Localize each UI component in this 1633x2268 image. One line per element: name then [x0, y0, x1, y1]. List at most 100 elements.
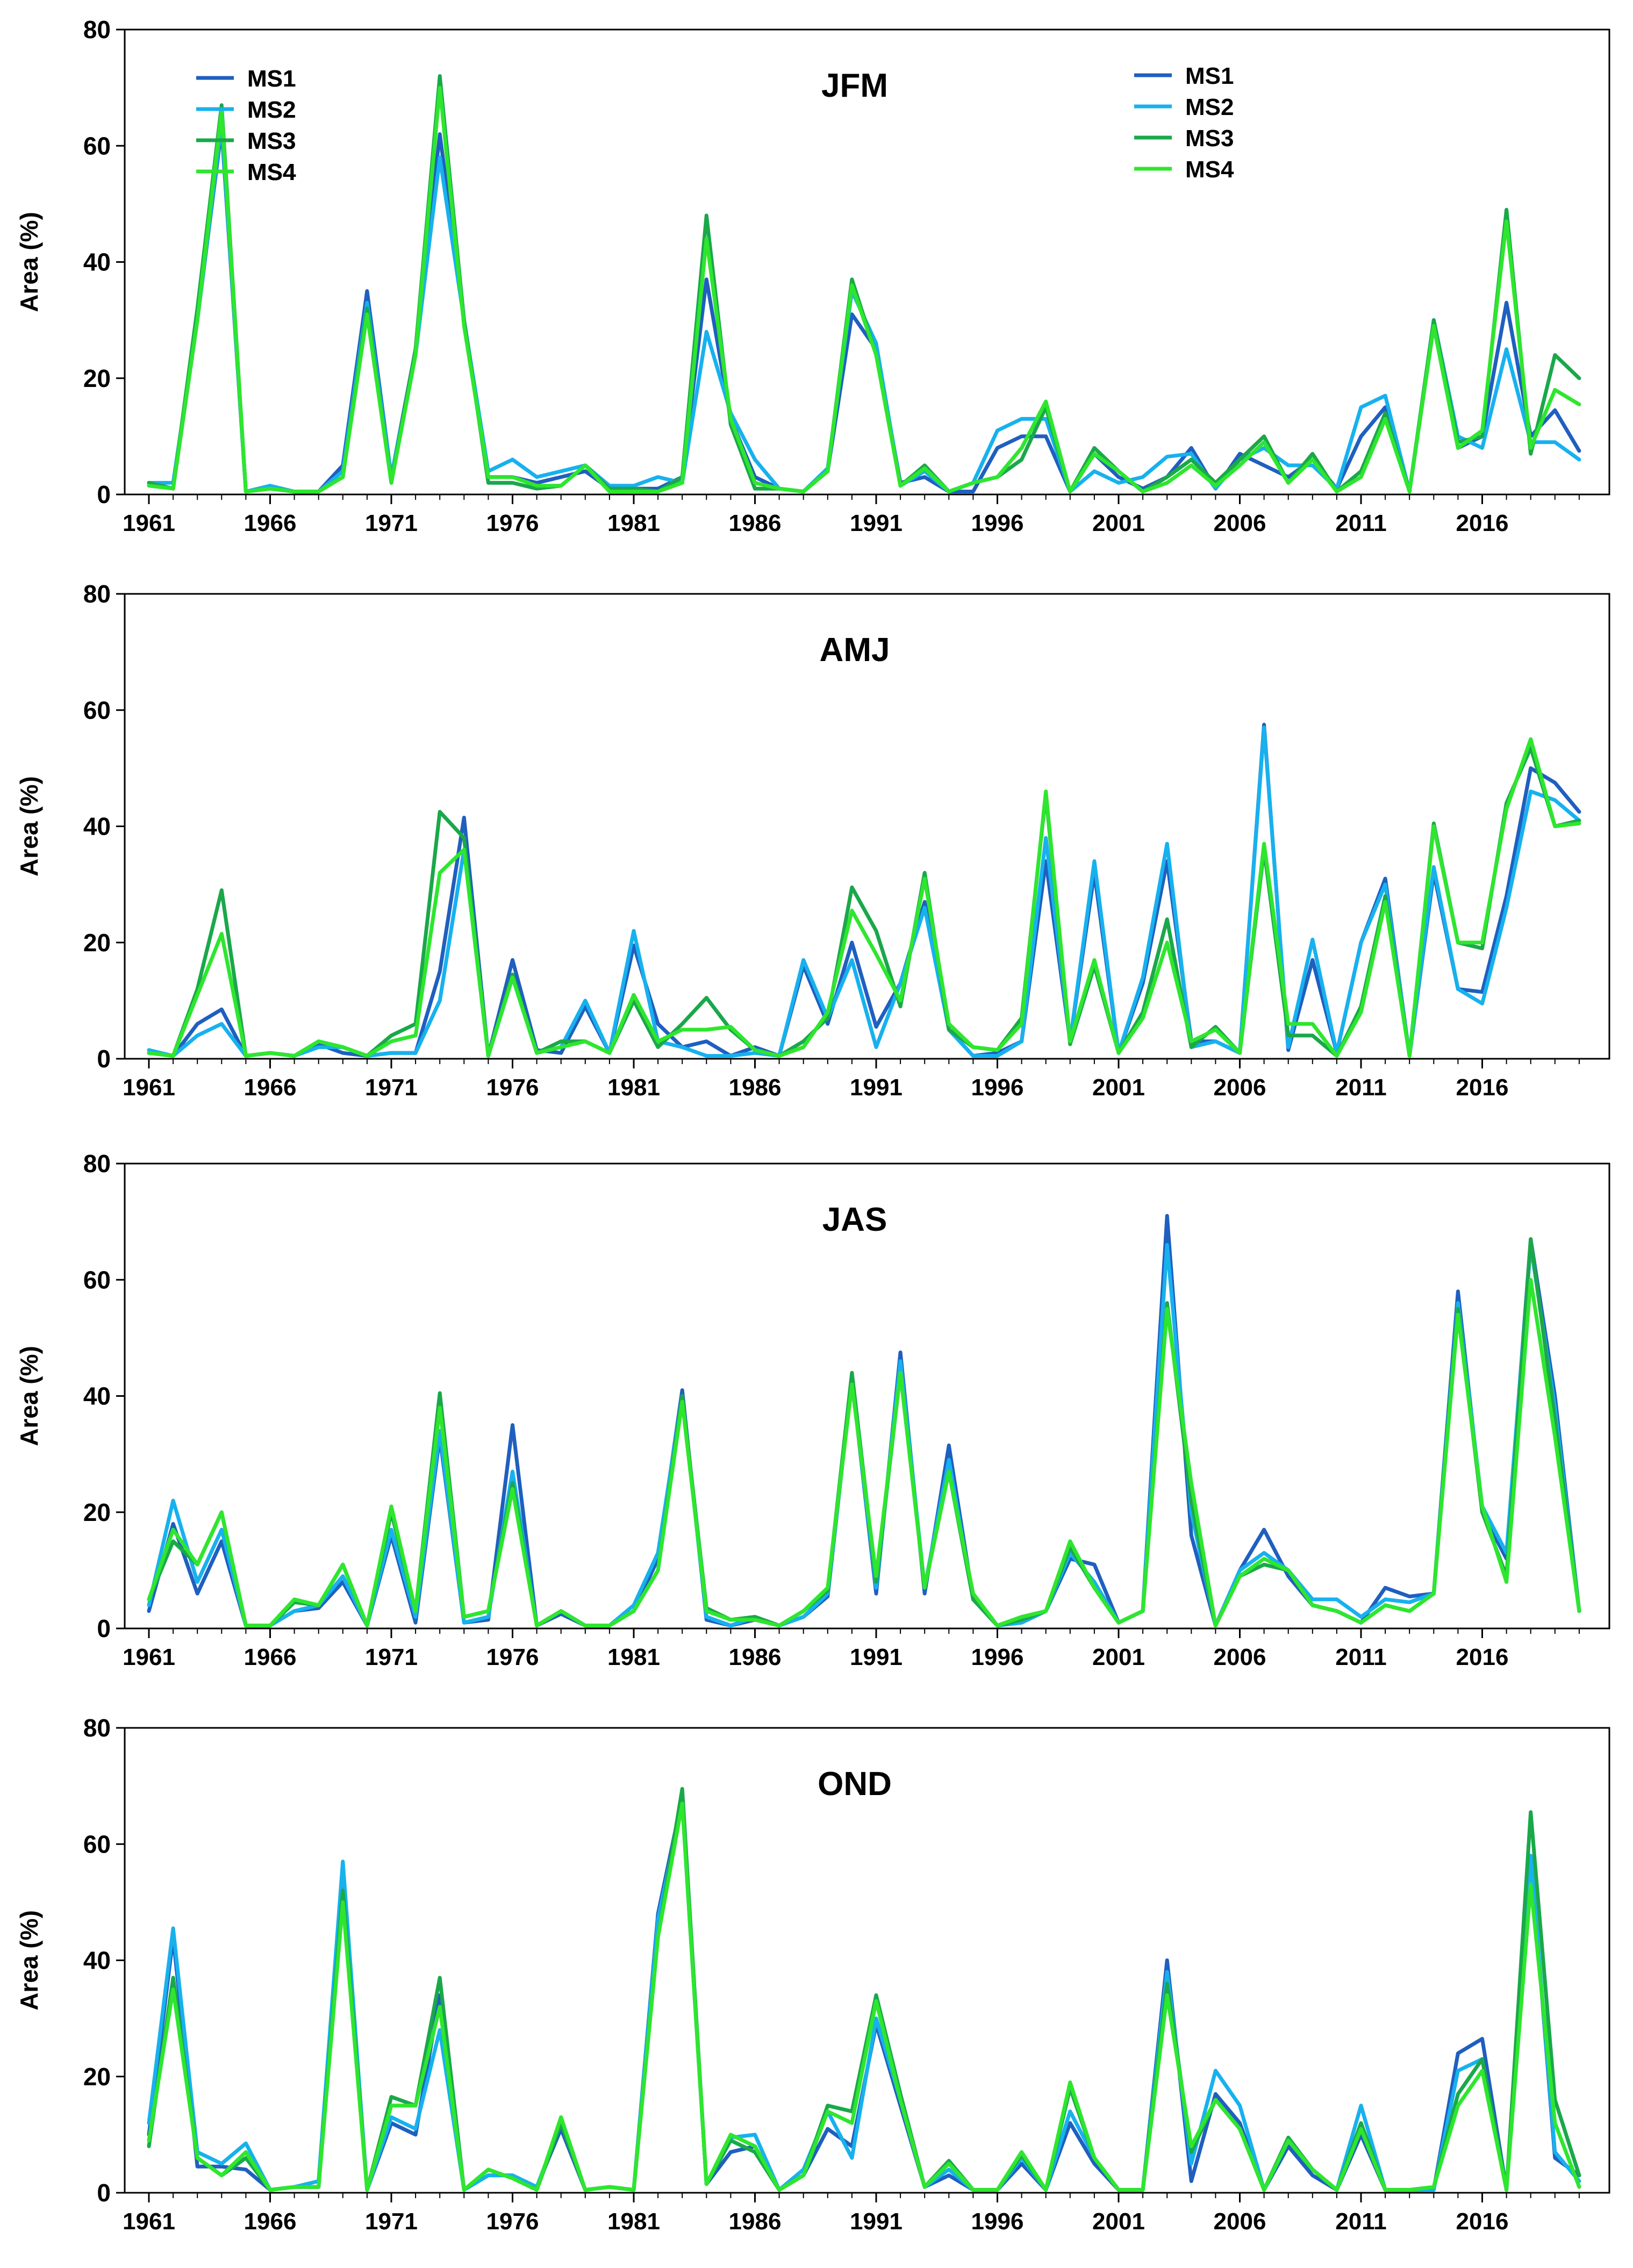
y-tick-label: 40 [83, 1382, 111, 1410]
x-tick-label: 1971 [365, 510, 418, 536]
x-tick-label: 2001 [1092, 1644, 1145, 1670]
chart-title: JAS [822, 1201, 887, 1238]
legend-label-ms3: MS3 [247, 128, 296, 154]
y-tick-label: 60 [83, 1266, 111, 1294]
x-tick-label: 1991 [850, 1644, 903, 1670]
chart-title: JFM [821, 67, 888, 104]
y-tick-label: 80 [83, 580, 111, 608]
series-line-ms2 [147, 726, 1581, 1058]
legend: MS1 MS2 MS3 MS4 [1134, 63, 1234, 183]
x-tick-label: 1971 [365, 1074, 418, 1101]
y-tick-label: 80 [83, 1714, 111, 1742]
series-line-ms4 [147, 1802, 1581, 2192]
legend-label-ms2: MS2 [247, 97, 296, 123]
chart-panel-jfm: 0 20 40 60 80 Area (%) 1961 1966 1971 1976 1981 198… [15, 16, 1610, 536]
y-axis-label: Area (%) [15, 212, 43, 312]
x-tick-label: 2016 [1456, 1644, 1509, 1670]
y-tick-label: 0 [97, 1614, 111, 1642]
y-tick-label: 80 [83, 1150, 111, 1178]
x-tick-label: 1966 [244, 1074, 297, 1101]
series-line-ms4 [147, 1277, 1581, 1628]
x-tick-label: 1986 [729, 510, 782, 536]
x-tick-label: 1981 [607, 2208, 660, 2235]
x-tick-label: 2001 [1092, 510, 1145, 536]
x-tick-label: 1966 [244, 510, 297, 536]
x-tick-label: 1966 [244, 1644, 297, 1670]
x-tick-label: 2006 [1214, 1644, 1266, 1670]
y-axis-label: Area (%) [15, 776, 43, 877]
x-tick-label: 1991 [850, 2208, 903, 2235]
x-tick-label: 2006 [1214, 1074, 1266, 1101]
y-tick-label: 40 [83, 813, 111, 841]
series-line-ms4 [147, 737, 1581, 1058]
legend-label-ms1: MS1 [247, 66, 296, 92]
x-tick-label: 1981 [607, 1644, 660, 1670]
x-tick-label: 2006 [1214, 510, 1266, 536]
y-tick-label: 40 [83, 1947, 111, 1975]
x-tick-label: 1996 [971, 510, 1024, 536]
legend-label-ms2: MS2 [247, 97, 296, 123]
legend-label-ms4: MS4 [247, 159, 296, 185]
x-tick-label: 1991 [850, 510, 903, 536]
y-tick-label: 20 [83, 1498, 111, 1526]
legend-label-ms2: MS2 [1185, 94, 1234, 120]
chart-panel-ond: 0 20 40 60 80 Area (%) 1961 1966 1971 1976 1981 198… [15, 66, 1610, 2235]
series-line-ms1 [147, 1214, 1581, 1628]
legend-label-ms1: MS1 [247, 66, 296, 92]
x-tick-label: 1996 [971, 2208, 1024, 2235]
series-line-ms1 [147, 126, 1581, 494]
x-tick-label: 1961 [123, 1644, 175, 1670]
y-tick-label: 0 [97, 480, 111, 508]
y-tick-label: 80 [83, 16, 111, 44]
y-tick-label: 40 [83, 248, 111, 276]
x-tick-label: 1986 [729, 1074, 782, 1101]
legend-label-ms3: MS3 [247, 128, 296, 154]
x-tick-label: 1976 [486, 2208, 539, 2235]
chart-panel-amj: 0 20 40 60 80 Area (%) 1961 1966 1971 1976 1981 198… [15, 66, 1610, 1101]
y-tick-label: 0 [97, 1045, 111, 1073]
x-tick-label: 1976 [486, 1074, 539, 1101]
x-tick-label: 2016 [1456, 510, 1509, 536]
x-tick-label: 1986 [729, 1644, 782, 1670]
legend-label-ms1: MS1 [247, 66, 296, 92]
y-tick-label: 0 [97, 2179, 111, 2207]
legend: MS1 MS2 MS3 MS4 [196, 66, 296, 185]
y-tick-label: 60 [83, 696, 111, 724]
x-tick-label: 1971 [365, 2208, 418, 2235]
y-tick-label: 20 [83, 364, 111, 392]
y-tick-label: 20 [83, 929, 111, 957]
legend-label-ms2: MS2 [247, 97, 296, 123]
x-tick-label: 2006 [1214, 2208, 1266, 2235]
x-tick-label: 1986 [729, 2208, 782, 2235]
x-tick-label: 1981 [607, 510, 660, 536]
x-tick-label: 2011 [1335, 2208, 1386, 2235]
chart-panel-jas: 0 20 40 60 80 Area (%) 1961 1966 1971 1976 1981 198… [15, 66, 1610, 1670]
x-tick-label: 2016 [1456, 2208, 1509, 2235]
x-tick-label: 1976 [486, 1644, 539, 1670]
legend-label-ms4: MS4 [247, 159, 296, 185]
legend-label-ms3: MS3 [1185, 125, 1234, 152]
x-tick-label: 1966 [244, 2208, 297, 2235]
x-tick-label: 1996 [971, 1074, 1024, 1101]
legend-label-ms1: MS1 [1185, 63, 1234, 89]
x-tick-label: 1976 [486, 510, 539, 536]
y-tick-label: 20 [83, 2063, 111, 2091]
x-tick-label: 2011 [1335, 1644, 1386, 1670]
y-axis-label: Area (%) [15, 1346, 43, 1446]
x-tick-label: 2011 [1335, 510, 1386, 536]
x-tick-label: 1971 [365, 1644, 418, 1670]
x-tick-label: 1996 [971, 1644, 1024, 1670]
series-line-ms2 [147, 1243, 1581, 1628]
series-line-ms3 [147, 1237, 1581, 1628]
legend-label-ms3: MS3 [247, 128, 296, 154]
x-tick-label: 1981 [607, 1074, 660, 1101]
series-line-ms4 [147, 85, 1581, 494]
x-tick-label: 2011 [1335, 1074, 1386, 1101]
chart-title: AMJ [820, 631, 890, 669]
x-tick-label: 1961 [123, 2208, 175, 2235]
legend-label-ms4: MS4 [1185, 156, 1234, 183]
x-tick-label: 1961 [123, 510, 175, 536]
chart-title: OND [818, 1765, 892, 1803]
x-tick-label: 2001 [1092, 2208, 1145, 2235]
